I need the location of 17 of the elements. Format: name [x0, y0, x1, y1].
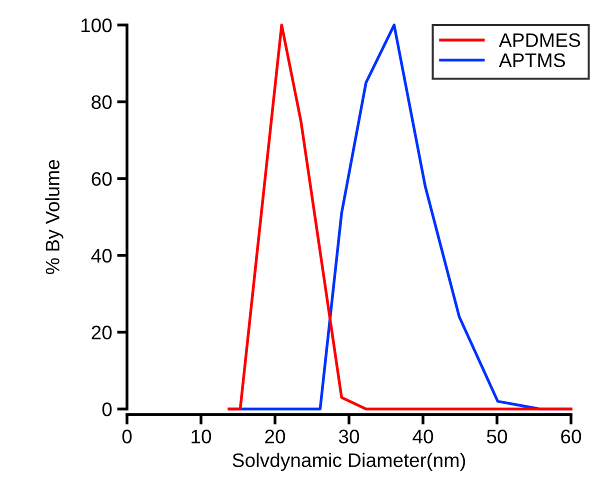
x-tick-label: 30 [338, 430, 360, 444]
x-tick-label: 60 [561, 430, 582, 444]
y-tick-label: 40 [91, 248, 112, 263]
y-tick-label: 100 [81, 18, 112, 32]
legend-label: APTMS [498, 53, 565, 68]
x-tick-label: 10 [192, 430, 212, 444]
legend-label: APDMES [498, 33, 580, 48]
x-tick-label: 50 [486, 430, 508, 444]
x-tick-label: 40 [412, 430, 434, 444]
y-tick-label: 60 [92, 172, 112, 186]
y-tick-label: 0 [102, 402, 112, 416]
x-tick-label: 20 [265, 430, 286, 444]
x-tick-label: 0 [122, 430, 132, 444]
x-axis-title: Solvdynamic Diameter(nm) [232, 452, 466, 471]
y-tick-label: 80 [92, 95, 112, 110]
y-tick-label: 20 [92, 326, 112, 340]
y-axis-title: % By Volume [45, 160, 64, 274]
